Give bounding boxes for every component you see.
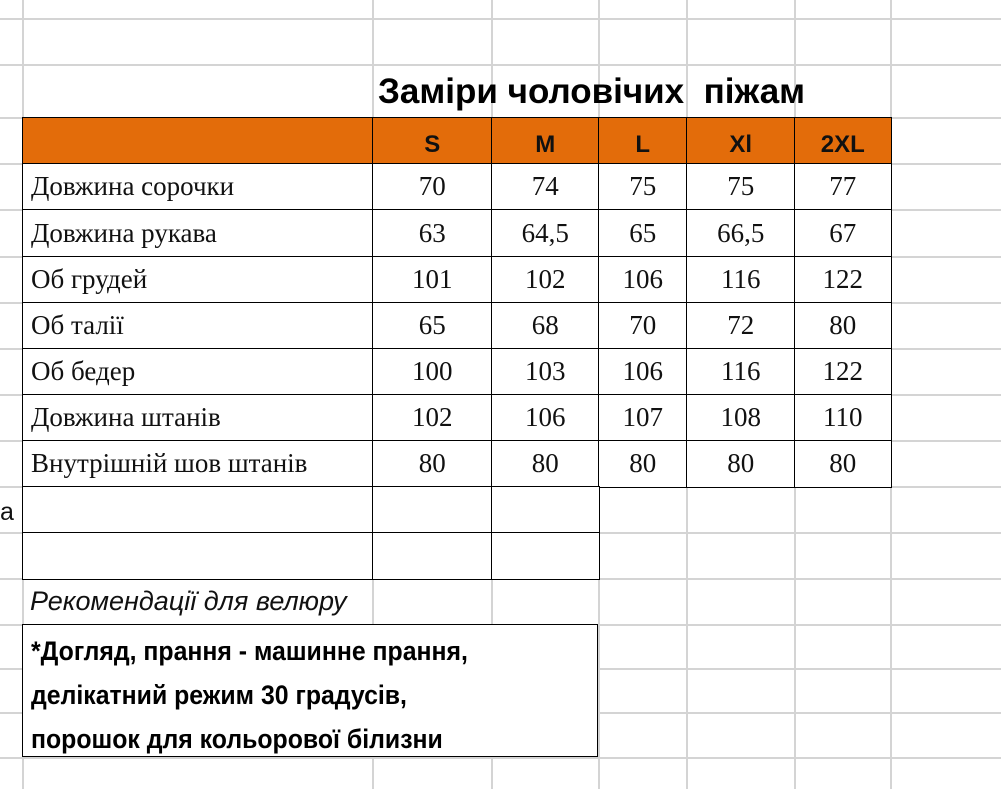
value-cell[interactable]: 64,5	[491, 209, 600, 258]
header-cell-size[interactable]: L	[598, 117, 688, 165]
value-cell[interactable]: 108	[686, 394, 796, 442]
value-cell[interactable]: 74	[491, 163, 600, 211]
value-cell[interactable]: 103	[491, 348, 600, 396]
row-label[interactable]: Довжина рукава	[22, 209, 374, 258]
value-cell[interactable]: 63	[372, 209, 493, 258]
value-cell[interactable]: 75	[598, 163, 688, 211]
value-cell[interactable]: 72	[686, 302, 796, 350]
value-cell[interactable]: 70	[372, 163, 493, 211]
empty-cell[interactable]	[372, 486, 493, 534]
row-label[interactable]: Довжина штанів	[22, 394, 374, 442]
care-note-line: порошок для кольорової білизни	[31, 724, 443, 754]
value-cell[interactable]: 100	[372, 348, 493, 396]
value-cell[interactable]: 102	[491, 256, 600, 304]
row-label[interactable]: Об бедер	[22, 348, 374, 396]
header-cell-empty[interactable]	[22, 117, 374, 165]
value-cell[interactable]: 102	[372, 394, 493, 442]
value-cell[interactable]: 65	[598, 209, 688, 258]
cell-overflow-text: а	[0, 498, 14, 526]
care-note-line: делікатний режим 30 градусів,	[31, 680, 407, 710]
value-cell[interactable]: 67	[794, 209, 892, 258]
value-cell[interactable]: 122	[794, 348, 892, 396]
value-cell[interactable]: 116	[686, 348, 796, 396]
value-cell[interactable]: 66,5	[686, 209, 796, 258]
empty-cell[interactable]	[22, 532, 374, 580]
value-cell[interactable]: 106	[598, 348, 688, 396]
row-label[interactable]: Об талії	[22, 302, 374, 350]
row-label[interactable]: Внутрішній шов штанів	[22, 440, 374, 488]
value-cell[interactable]: 116	[686, 256, 796, 304]
row-label[interactable]: Довжина сорочки	[22, 163, 374, 211]
value-cell[interactable]: 68	[491, 302, 600, 350]
value-cell[interactable]: 80	[794, 440, 892, 488]
table-title: Заміри чоловічих піжам	[378, 72, 806, 111]
value-cell[interactable]: 80	[686, 440, 796, 488]
value-cell[interactable]: 106	[598, 256, 688, 304]
empty-cell[interactable]	[491, 486, 600, 534]
value-cell[interactable]: 110	[794, 394, 892, 442]
care-note-line: *Догляд, прання - машинне прання,	[31, 636, 468, 666]
header-cell-size[interactable]: M	[491, 117, 600, 165]
row-label[interactable]: Об грудей	[22, 256, 374, 304]
value-cell[interactable]: 80	[598, 440, 688, 488]
value-cell[interactable]: 106	[491, 394, 600, 442]
header-cell-size[interactable]: S	[372, 117, 493, 165]
value-cell[interactable]: 80	[372, 440, 493, 488]
value-cell[interactable]: 75	[686, 163, 796, 211]
care-note[interactable]: *Догляд, прання - машинне прання, деліка…	[22, 624, 598, 757]
header-cell-size[interactable]: Xl	[686, 117, 796, 165]
empty-cell[interactable]	[491, 532, 600, 580]
value-cell[interactable]: 80	[794, 302, 892, 350]
header-cell-size[interactable]: 2XL	[794, 117, 892, 165]
gridline-horizontal	[0, 64, 1001, 66]
value-cell[interactable]: 65	[372, 302, 493, 350]
recommendation-title: Рекомендації для велюру	[30, 586, 347, 616]
value-cell[interactable]: 77	[794, 163, 892, 211]
value-cell[interactable]: 107	[598, 394, 688, 442]
value-cell[interactable]: 80	[491, 440, 600, 488]
empty-cell[interactable]	[372, 532, 493, 580]
gridline-horizontal	[0, 757, 1001, 759]
empty-cell[interactable]	[22, 486, 374, 534]
value-cell[interactable]: 70	[598, 302, 688, 350]
value-cell[interactable]: 101	[372, 256, 493, 304]
value-cell[interactable]: 122	[794, 256, 892, 304]
gridline-horizontal	[0, 18, 1001, 20]
